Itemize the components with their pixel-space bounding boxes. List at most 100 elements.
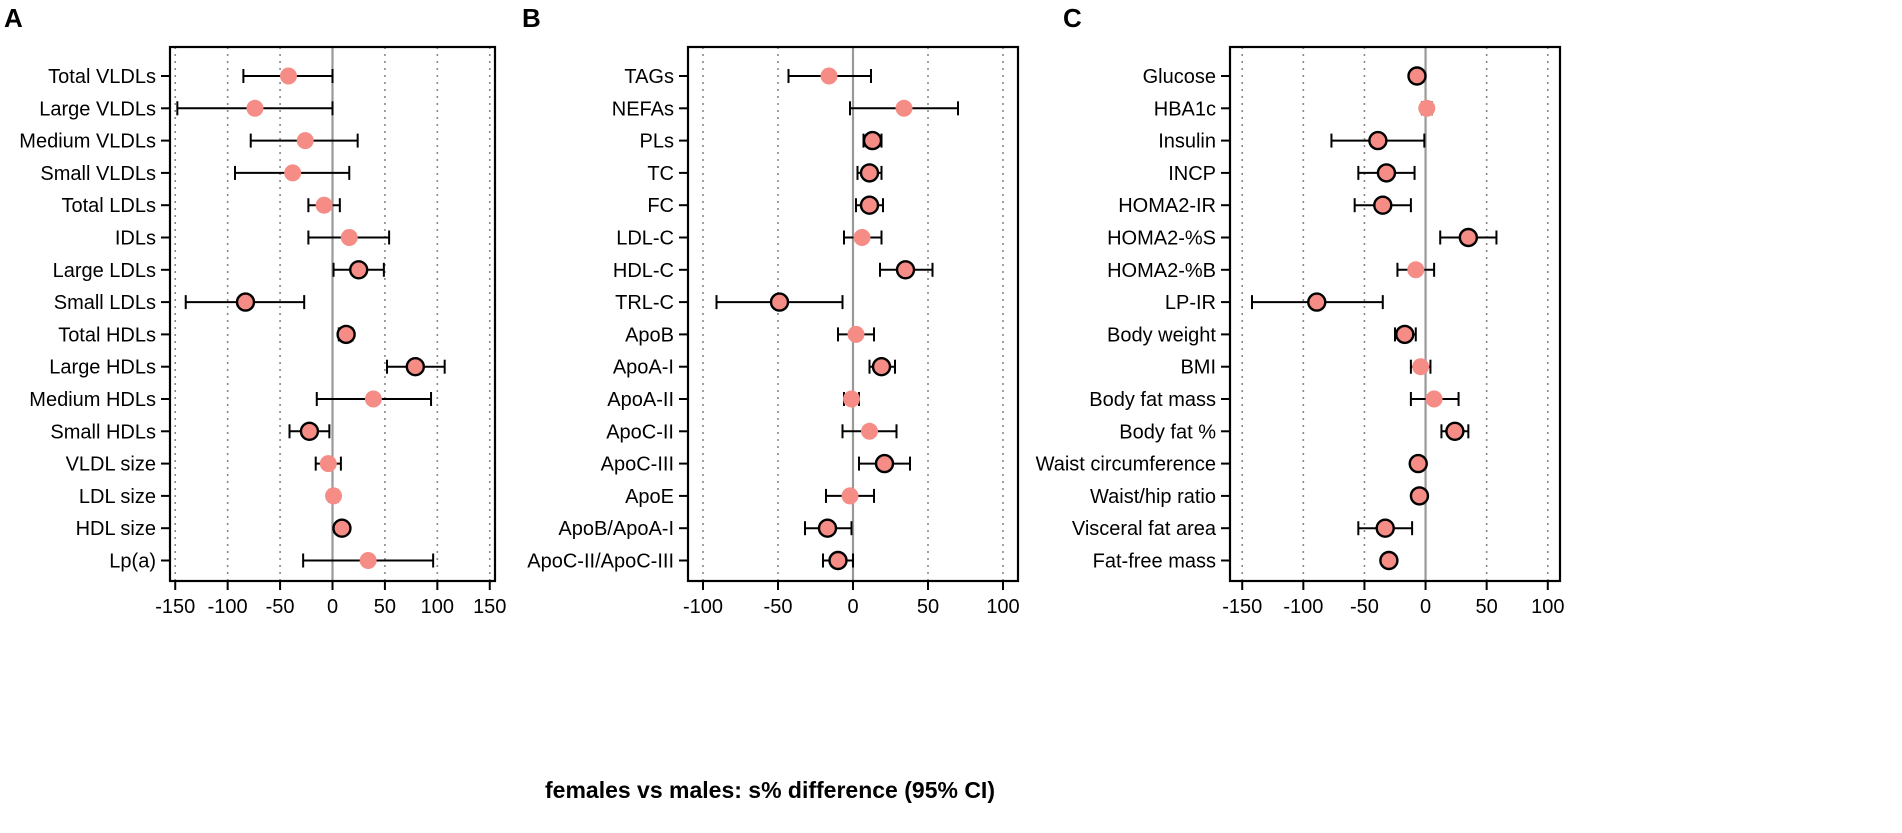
x-tick-label: 100 xyxy=(986,596,1019,618)
category-label: LDL size xyxy=(79,486,156,508)
point-estimate xyxy=(861,422,878,440)
category-label: Insulin xyxy=(1158,131,1216,153)
point-estimate xyxy=(862,130,883,151)
point-estimate xyxy=(843,390,860,408)
category-label: Medium HDLs xyxy=(29,389,156,411)
category-label: HOMA2-%B xyxy=(1107,260,1216,282)
x-tick-label: -100 xyxy=(208,596,248,618)
point-estimate xyxy=(820,67,838,85)
x-tick-label: 0 xyxy=(847,596,858,618)
point-estimate xyxy=(1445,421,1465,441)
point-estimate xyxy=(284,164,302,182)
point-estimate xyxy=(874,453,895,474)
x-tick-label: -100 xyxy=(1283,596,1323,618)
category-label: Waist/hip ratio xyxy=(1090,486,1216,508)
category-label: VLDL size xyxy=(66,454,156,476)
category-label: Total VLDLs xyxy=(48,66,156,88)
category-label: Large LDLs xyxy=(53,260,156,282)
point-estimate xyxy=(859,195,880,215)
category-label: IDLs xyxy=(115,228,156,250)
x-tick-label: -150 xyxy=(1222,596,1262,618)
x-tick-label: 100 xyxy=(1531,596,1564,618)
point-estimate xyxy=(859,163,880,183)
category-label: Medium VLDLs xyxy=(19,131,156,153)
point-estimate xyxy=(1368,130,1388,151)
point-estimate xyxy=(1425,390,1443,408)
x-tick-label: 100 xyxy=(421,596,454,618)
point-estimate xyxy=(279,67,297,85)
category-label: HDL-C xyxy=(613,260,674,282)
point-estimate xyxy=(340,229,358,246)
point-estimate xyxy=(296,132,314,150)
x-tick-label: 50 xyxy=(374,596,396,618)
point-estimate xyxy=(246,99,264,117)
category-label: Small VLDLs xyxy=(40,163,156,185)
x-tick-label: 0 xyxy=(327,596,338,618)
x-tick-label: 50 xyxy=(1476,596,1498,618)
category-label: ApoC-II xyxy=(606,421,674,443)
category-label: HBA1c xyxy=(1154,98,1216,120)
point-estimate xyxy=(235,292,256,312)
panel-label: C xyxy=(1063,3,1082,33)
point-estimate xyxy=(871,357,892,377)
point-estimate xyxy=(847,325,865,343)
x-tick-label: 50 xyxy=(917,596,939,618)
category-label: ApoA-II xyxy=(607,389,674,411)
point-estimate xyxy=(895,99,913,117)
point-estimate xyxy=(319,455,337,473)
category-label: ApoC-III xyxy=(601,454,674,476)
point-estimate xyxy=(332,518,352,538)
category-label: ApoC-II/ApoC-III xyxy=(527,551,674,573)
point-estimate xyxy=(817,518,838,538)
point-estimate xyxy=(364,390,382,408)
point-estimate xyxy=(1408,453,1428,474)
x-tick-label: -50 xyxy=(764,596,793,618)
point-estimate xyxy=(325,487,343,505)
point-estimate xyxy=(1418,99,1436,117)
panel-label: B xyxy=(522,3,541,33)
panel-a: A -150 -100 -50 0 50 100 150 Total VLDLs Large VL… xyxy=(4,3,506,618)
category-label: Body weight xyxy=(1107,324,1216,346)
category-label: TRL-C xyxy=(615,292,674,314)
category-label: Small HDLs xyxy=(50,421,156,443)
category-label: PLs xyxy=(640,131,674,153)
point-estimate xyxy=(1407,261,1425,279)
category-label: Waist circumference xyxy=(1036,454,1216,476)
x-tick-label: -100 xyxy=(683,596,723,618)
category-label: HDL size xyxy=(76,518,156,540)
category-label: Body fat mass xyxy=(1089,389,1216,411)
x-tick-label: -150 xyxy=(155,596,195,618)
category-label: NEFAs xyxy=(612,98,674,120)
category-label: LP-IR xyxy=(1165,292,1216,314)
point-estimate xyxy=(349,260,369,280)
category-label: Total LDLs xyxy=(62,195,157,217)
x-axis-title: females vs males: s% difference (95% CI) xyxy=(545,777,995,803)
category-label: Lp(a) xyxy=(109,551,156,573)
category-label: Fat-free mass xyxy=(1093,551,1216,573)
point-estimate xyxy=(405,357,426,377)
point-estimate xyxy=(1409,486,1430,506)
category-label: Glucose xyxy=(1143,66,1216,88)
point-estimate xyxy=(315,196,333,214)
point-estimate xyxy=(1458,227,1479,248)
category-label: ApoB/ApoA-I xyxy=(558,518,674,540)
point-estimate xyxy=(841,487,859,505)
plot-frame xyxy=(1228,45,1562,583)
category-label: BMI xyxy=(1180,357,1216,379)
point-estimate xyxy=(1375,518,1395,538)
category-label: Total HDLs xyxy=(58,324,156,346)
x-tick-label: 0 xyxy=(1420,596,1431,618)
point-estimate xyxy=(1376,163,1397,183)
point-estimate xyxy=(299,421,320,441)
category-label: Visceral fat area xyxy=(1072,518,1217,540)
point-estimate xyxy=(336,324,356,345)
point-estimate xyxy=(828,550,848,571)
point-estimate xyxy=(895,260,916,280)
category-label: ApoA-I xyxy=(613,357,674,379)
category-label: TAGs xyxy=(624,66,674,88)
category-label: LDL-C xyxy=(616,228,674,250)
category-label: HOMA2-%S xyxy=(1107,228,1216,250)
category-label: ApoB xyxy=(625,324,674,346)
